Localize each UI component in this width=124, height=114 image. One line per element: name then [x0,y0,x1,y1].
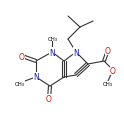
Text: O: O [105,46,111,55]
Text: CH₃: CH₃ [48,36,58,41]
Text: O: O [46,95,52,104]
Text: CH₃: CH₃ [15,81,25,86]
Text: O: O [110,66,116,75]
Text: N: N [33,73,39,82]
Text: N: N [49,48,55,57]
Text: CH₃: CH₃ [103,82,113,87]
Text: O: O [19,52,25,61]
Text: N: N [73,48,79,57]
